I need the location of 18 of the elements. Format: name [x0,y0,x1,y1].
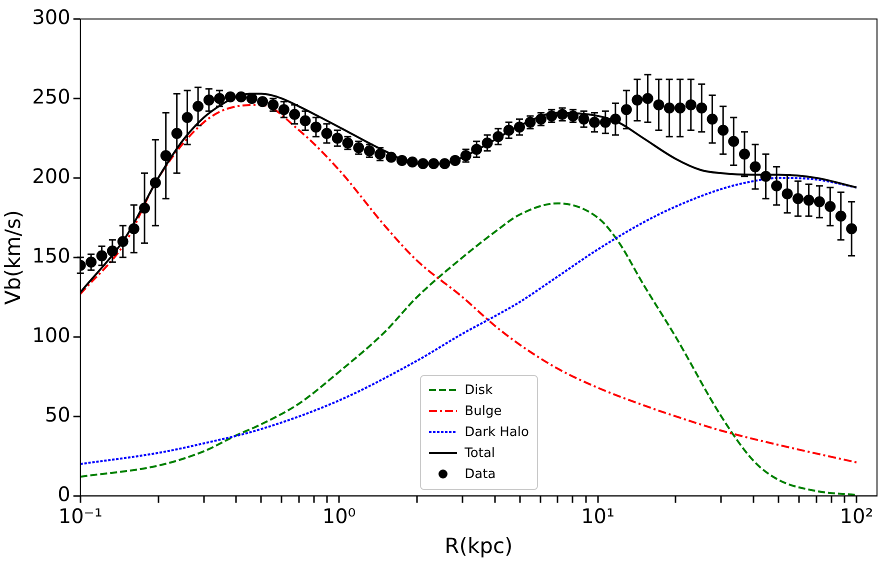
y-tick-label: 50 [44,402,70,427]
x-tick-label: 10⁰ [322,504,356,528]
legend-label: Disk [464,382,493,400]
legend-label: Total [464,444,496,463]
x-tick-label: 10¹ [581,504,615,528]
x-tick-label: 10⁻¹ [58,504,102,528]
legend-label: Dark Halo [464,424,529,442]
legend-label: Bulge [464,402,502,421]
x-axis-title: R(kpc) [444,534,513,558]
y-tick-label: 150 [32,244,70,268]
y-tick-label: 200 [32,164,70,188]
y-tick-label: 100 [32,323,70,348]
y-tick-label: 0 [58,482,70,506]
y-axis-title: Vb(km/s) [1,210,26,305]
y-tick-label: 250 [32,84,70,109]
x-tick-label: 10² [840,504,874,528]
y-tick-label: 300 [32,5,70,30]
legend-label: Data [464,466,496,484]
